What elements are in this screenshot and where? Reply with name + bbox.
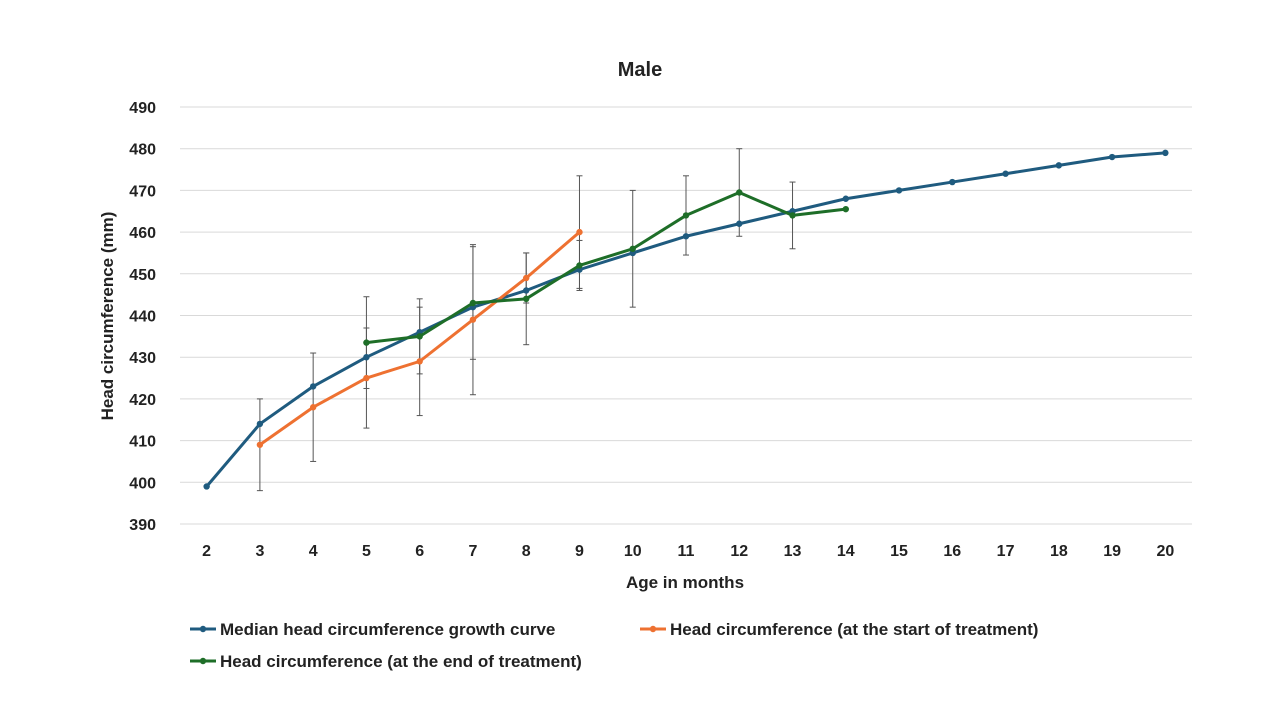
x-tick-label: 2 [202,543,211,560]
x-tick-label: 17 [997,543,1015,560]
data-point [469,316,477,323]
data-point [1162,149,1169,157]
series-line [366,190,846,345]
data-point [789,212,796,219]
y-axis-ticks: 390 400 410 420 430 440 450 460 470 480 490 [129,100,156,534]
y-tick-label: 410 [129,434,156,451]
x-tick-label: 19 [1103,543,1121,560]
chart-title: Male [618,59,662,81]
x-tick-label: 15 [890,543,908,560]
x-tick-label: 8 [522,543,531,560]
y-tick-label: 420 [129,392,156,409]
x-tick-label: 7 [468,543,477,560]
data-point [736,189,743,196]
data-point [576,228,583,236]
data-point [576,262,583,269]
data-point [203,483,210,490]
x-tick-label: 12 [730,543,748,560]
x-axis-ticks: 2 3 4 5 6 7 8 9 10 11 12 13 14 15 16 17 18 19 20 [202,543,1174,560]
x-tick-label: 14 [837,543,855,560]
data-point [523,274,530,282]
data-point [363,354,370,361]
data-point [416,358,423,365]
error-bars [256,148,796,492]
data-point [469,299,477,307]
x-tick-label: 3 [255,543,264,560]
data-point [842,195,849,202]
data-point [256,420,264,428]
legend-swatch-marker [199,625,207,633]
y-tick-label: 460 [129,225,156,242]
series-3 [363,189,849,346]
x-tick-label: 11 [678,543,695,560]
data-point [523,295,530,303]
x-tick-label: 18 [1050,543,1068,560]
legend-swatch-marker [649,625,657,633]
data-point [842,205,849,213]
data-point [682,212,690,219]
x-tick-label: 10 [624,543,642,560]
x-tick-label: 20 [1156,543,1174,560]
legend-item: Head circumference (at the end of treatm… [190,652,582,671]
data-point [1002,170,1009,177]
data-point [895,187,903,194]
data-point [256,441,264,448]
y-tick-label: 450 [129,267,156,284]
legend-label: Median head circumference growth curve [220,620,555,639]
x-tick-label: 16 [943,543,961,560]
data-point [363,339,370,346]
y-tick-label: 490 [129,100,156,117]
data-point [682,233,690,240]
data-point [629,245,636,252]
data-point [949,178,956,186]
x-tick-label: 9 [575,543,584,560]
y-tick-label: 470 [129,183,156,200]
legend: Median head circumference growth curve He… [190,620,1038,671]
data-point [309,383,317,390]
legend-label: Head circumference (at the end of treatm… [220,652,582,671]
data-point [1055,162,1063,169]
series-layer [203,149,1169,490]
data-point [1108,153,1116,161]
data-point [523,287,530,294]
legend-item: Head circumference (at the start of trea… [640,620,1038,639]
data-point [736,220,743,227]
y-axis-title: Head circumference (mm) [98,212,117,421]
data-point [416,333,423,340]
legend-item: Median head circumference growth curve [190,620,555,639]
data-point [309,404,317,411]
x-tick-label: 13 [784,543,802,560]
series-1 [203,149,1169,490]
x-tick-label: 6 [415,543,424,560]
y-tick-label: 480 [129,142,156,159]
y-tick-label: 440 [129,309,156,326]
x-axis-title: Age in months [626,573,744,592]
legend-label: Head circumference (at the start of trea… [670,620,1038,639]
x-tick-label: 5 [362,543,371,560]
data-point [363,374,370,382]
y-tick-label: 390 [129,517,156,534]
y-tick-label: 400 [129,475,156,492]
series-2 [256,228,583,448]
y-tick-label: 430 [129,350,156,367]
x-tick-label: 4 [309,543,318,560]
legend-swatch-marker [199,657,207,665]
